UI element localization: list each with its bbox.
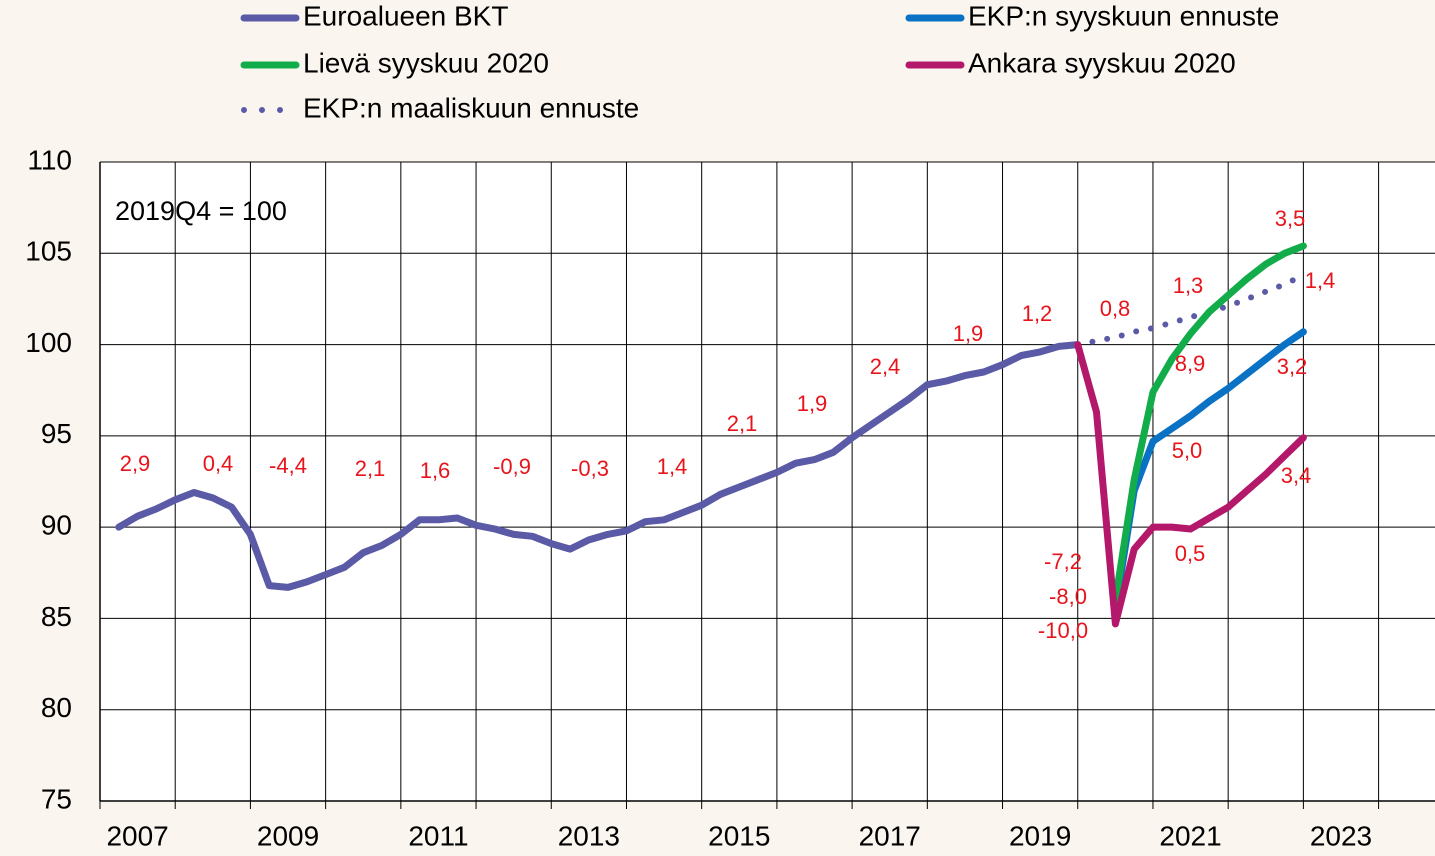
series-line <box>1111 328 1307 613</box>
y-tick-label: 110 <box>27 144 72 175</box>
annotation: 0,5 <box>1175 541 1206 566</box>
y-tick-label: 100 <box>25 327 72 358</box>
annotation: 2,1 <box>727 411 758 436</box>
annotation: 3,5 <box>1275 206 1306 231</box>
annotation: -0,9 <box>493 454 531 479</box>
base-note: 2019Q4 = 100 <box>115 196 287 226</box>
y-tick-label: 80 <box>41 692 72 723</box>
x-tick-label: 2023 <box>1310 820 1372 851</box>
annotation: 1,9 <box>953 321 984 346</box>
annotation: -4,4 <box>269 453 307 478</box>
annotation: 1,6 <box>420 458 451 483</box>
annotation: -10,0 <box>1038 618 1088 643</box>
y-tick-label: 85 <box>41 601 72 632</box>
x-tick-label: 2015 <box>708 820 770 851</box>
x-tick-label: 2013 <box>558 820 620 851</box>
annotation: 1,3 <box>1173 273 1204 298</box>
annotation: 2,9 <box>120 451 151 476</box>
annotation: -7,2 <box>1044 549 1082 574</box>
series-line <box>1074 341 1307 628</box>
legend-label: Lievä syyskuu 2020 <box>303 47 549 78</box>
annotation: 1,4 <box>1305 268 1336 293</box>
annotation: 3,4 <box>1281 463 1312 488</box>
annotation: -0,3 <box>571 456 609 481</box>
x-tick-label: 2007 <box>106 820 168 851</box>
annotation: 1,2 <box>1022 301 1053 326</box>
annotation: -8,0 <box>1049 584 1087 609</box>
annotation: 1,9 <box>797 391 828 416</box>
y-tick-label: 90 <box>41 510 72 541</box>
annotation: 8,9 <box>1175 351 1206 376</box>
legend-label: EKP:n maaliskuun ennuste <box>303 92 639 123</box>
y-tick-label: 105 <box>25 236 72 267</box>
annotation: 5,0 <box>1172 438 1203 463</box>
legend-label: Ankara syyskuu 2020 <box>968 47 1236 78</box>
annotation: 1,4 <box>657 454 688 479</box>
x-tick-label: 2011 <box>408 820 468 851</box>
series-line <box>1111 242 1307 604</box>
annotation: 2,1 <box>355 456 386 481</box>
series-line <box>115 341 1082 591</box>
y-tick-label: 75 <box>41 783 72 814</box>
plot-area <box>100 162 1435 801</box>
annotation: 2,4 <box>870 354 901 379</box>
legend-label: EKP:n syyskuun ennuste <box>968 0 1279 31</box>
x-tick-label: 2017 <box>859 820 921 851</box>
x-tick-label: 2021 <box>1159 820 1221 851</box>
legend-label: Euroalueen BKT <box>303 0 508 31</box>
x-tick-label: 2019 <box>1009 820 1071 851</box>
annotation: 0,4 <box>203 451 234 476</box>
x-tick-label: 2009 <box>257 820 319 851</box>
y-tick-label: 95 <box>41 418 72 449</box>
annotation: 3,2 <box>1277 354 1308 379</box>
series-line <box>1074 272 1307 348</box>
annotation: 0,8 <box>1100 296 1131 321</box>
